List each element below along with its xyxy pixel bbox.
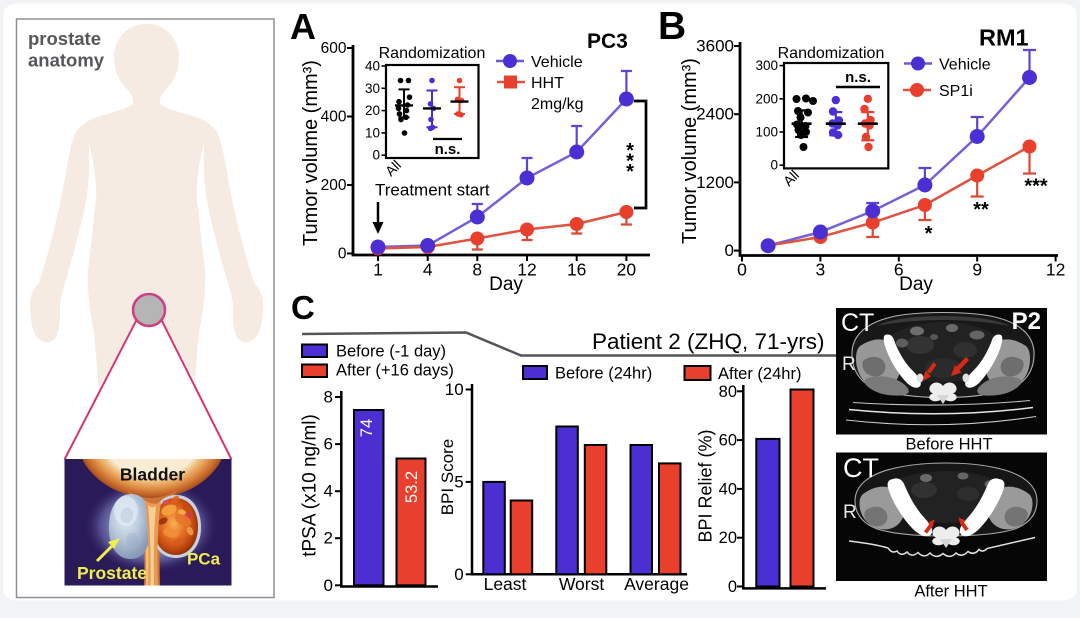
svg-text:60: 60 [719, 432, 737, 450]
svg-text:2mg/kg: 2mg/kg [531, 96, 583, 113]
svg-text:B: B [658, 5, 686, 48]
svg-text:0: 0 [372, 148, 380, 163]
svg-text:*: * [925, 223, 933, 245]
svg-text:R: R [842, 354, 856, 375]
svg-text:300: 300 [755, 58, 778, 73]
svg-text:BPI Relief (%): BPI Relief (%) [696, 429, 716, 542]
svg-text:BPI Score: BPI Score [438, 439, 457, 516]
svg-text:Tumor volume (mm³): Tumor volume (mm³) [679, 58, 701, 244]
svg-text:0: 0 [725, 241, 734, 260]
svg-text:9: 9 [972, 260, 982, 280]
svg-text:4: 4 [324, 482, 333, 501]
svg-text:80: 80 [719, 383, 737, 401]
svg-text:C: C [291, 289, 315, 326]
svg-text:Randomization: Randomization [778, 45, 885, 62]
svg-text:1: 1 [373, 260, 383, 280]
svg-text:**: ** [973, 199, 989, 221]
svg-text:12: 12 [517, 260, 536, 280]
svg-text:3: 3 [816, 260, 826, 280]
svg-text:2: 2 [324, 529, 333, 548]
svg-text:0: 0 [770, 158, 778, 173]
svg-text:16: 16 [567, 260, 586, 280]
svg-text:Day: Day [899, 274, 933, 295]
svg-text:Least: Least [484, 574, 527, 594]
svg-text:40: 40 [365, 59, 380, 74]
svg-text:2400: 2400 [696, 105, 734, 124]
svg-text:Randomization: Randomization [379, 45, 486, 62]
svg-text:1200: 1200 [696, 173, 734, 192]
svg-text:P2: P2 [1012, 308, 1041, 335]
svg-text:Average: Average [624, 574, 689, 594]
svg-text:8: 8 [472, 260, 482, 280]
svg-text:Worst: Worst [559, 574, 605, 594]
svg-text:anatomy: anatomy [28, 50, 105, 71]
svg-text:SP1i: SP1i [939, 83, 973, 100]
svg-text:0: 0 [454, 565, 463, 584]
svg-text:74: 74 [358, 419, 376, 437]
svg-text:Day: Day [489, 274, 523, 295]
svg-text:Tumor volume (mm³): Tumor volume (mm³) [300, 60, 322, 246]
svg-text:53.2: 53.2 [403, 471, 421, 503]
svg-text:PC3: PC3 [587, 30, 628, 53]
svg-text:10: 10 [365, 125, 380, 140]
svg-text:0: 0 [737, 260, 747, 280]
svg-text:prostate: prostate [28, 28, 101, 49]
svg-text:Before (24hr): Before (24hr) [555, 365, 652, 383]
svg-text:Before HHT: Before HHT [905, 436, 992, 454]
svg-text:*: * [626, 161, 634, 183]
svg-text:3600: 3600 [696, 37, 734, 56]
svg-text:0: 0 [324, 576, 333, 595]
svg-text:n.s.: n.s. [845, 69, 871, 86]
svg-text:5: 5 [454, 472, 463, 491]
svg-text:CT: CT [843, 453, 879, 483]
svg-text:CT: CT [841, 309, 874, 337]
svg-text:PCa: PCa [187, 550, 221, 569]
svg-text:HHT: HHT [531, 75, 564, 92]
svg-text:20: 20 [365, 103, 380, 118]
svg-text:After (24hr): After (24hr) [718, 365, 801, 383]
svg-text:RM1: RM1 [979, 25, 1029, 51]
svg-text:tPSA (x10 ng/ml): tPSA (x10 ng/ml) [300, 414, 321, 557]
svg-text:Prostate: Prostate [77, 563, 147, 583]
svg-text:Vehicle: Vehicle [939, 57, 991, 74]
svg-text:0: 0 [728, 578, 737, 596]
svg-text:Patient 2 (ZHQ, 71-yrs): Patient 2 (ZHQ, 71-yrs) [592, 329, 825, 354]
svg-text:10: 10 [445, 380, 464, 399]
svg-text:20: 20 [719, 529, 737, 547]
svg-text:6: 6 [894, 260, 904, 280]
svg-text:R: R [843, 502, 857, 523]
svg-text:n.s.: n.s. [435, 141, 461, 158]
svg-text:12: 12 [1046, 260, 1065, 280]
svg-text:Before (-1 day): Before (-1 day) [336, 343, 446, 361]
svg-text:*: * [626, 151, 634, 173]
svg-text:400: 400 [321, 109, 347, 126]
svg-text:A: A [290, 6, 316, 47]
svg-text:6: 6 [324, 435, 333, 454]
svg-text:0: 0 [338, 246, 347, 263]
svg-text:*: * [626, 140, 634, 162]
svg-text:Vehicle: Vehicle [531, 54, 583, 71]
svg-text:8: 8 [324, 388, 333, 407]
svg-text:30: 30 [365, 81, 380, 96]
svg-text:200: 200 [755, 91, 778, 106]
svg-text:After HHT: After HHT [914, 583, 987, 601]
svg-text:200: 200 [321, 177, 347, 194]
svg-text:Bladder: Bladder [120, 465, 185, 485]
svg-text:***: *** [1024, 176, 1048, 198]
svg-text:600: 600 [321, 40, 347, 57]
svg-text:40: 40 [719, 480, 737, 498]
svg-text:20: 20 [617, 260, 637, 280]
svg-text:100: 100 [755, 125, 778, 140]
svg-text:4: 4 [423, 260, 433, 280]
svg-text:Treatment start: Treatment start [375, 181, 490, 200]
svg-text:After (+16 days): After (+16 days) [336, 362, 454, 380]
